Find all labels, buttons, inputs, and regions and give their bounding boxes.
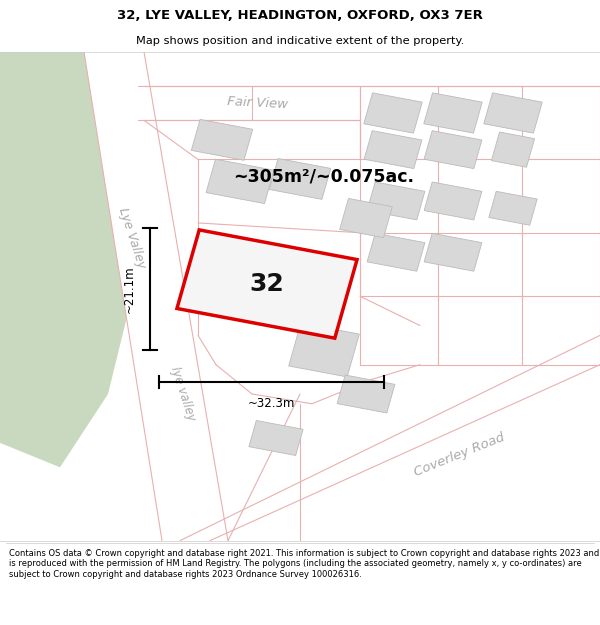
Polygon shape — [340, 199, 392, 238]
Polygon shape — [191, 119, 253, 160]
Polygon shape — [364, 93, 422, 133]
Polygon shape — [177, 230, 357, 338]
Polygon shape — [484, 93, 542, 133]
Text: Contains OS data © Crown copyright and database right 2021. This information is : Contains OS data © Crown copyright and d… — [9, 549, 599, 579]
Polygon shape — [424, 93, 482, 133]
Text: 32, LYE VALLEY, HEADINGTON, OXFORD, OX3 7ER: 32, LYE VALLEY, HEADINGTON, OXFORD, OX3 … — [117, 9, 483, 22]
Text: Map shows position and indicative extent of the property.: Map shows position and indicative extent… — [136, 36, 464, 46]
Polygon shape — [367, 233, 425, 271]
Text: ~21.1m: ~21.1m — [122, 265, 136, 312]
Text: Coverley Road: Coverley Road — [412, 431, 506, 479]
Polygon shape — [206, 159, 274, 204]
Polygon shape — [491, 132, 535, 168]
Polygon shape — [424, 131, 482, 169]
Polygon shape — [424, 233, 482, 271]
Polygon shape — [364, 131, 422, 169]
Text: lye valley: lye valley — [168, 365, 198, 423]
Polygon shape — [489, 191, 537, 225]
Text: ~32.3m: ~32.3m — [248, 398, 295, 410]
Polygon shape — [337, 375, 395, 413]
Text: Fair View: Fair View — [227, 95, 289, 111]
Polygon shape — [249, 421, 303, 456]
Polygon shape — [424, 182, 482, 220]
Polygon shape — [269, 159, 331, 199]
Polygon shape — [289, 323, 359, 377]
Polygon shape — [367, 182, 425, 220]
Text: 32: 32 — [250, 272, 284, 296]
Polygon shape — [0, 52, 138, 468]
Polygon shape — [84, 52, 228, 541]
Text: ~305m²/~0.075ac.: ~305m²/~0.075ac. — [233, 168, 415, 186]
Text: Lye Valley: Lye Valley — [116, 206, 148, 269]
